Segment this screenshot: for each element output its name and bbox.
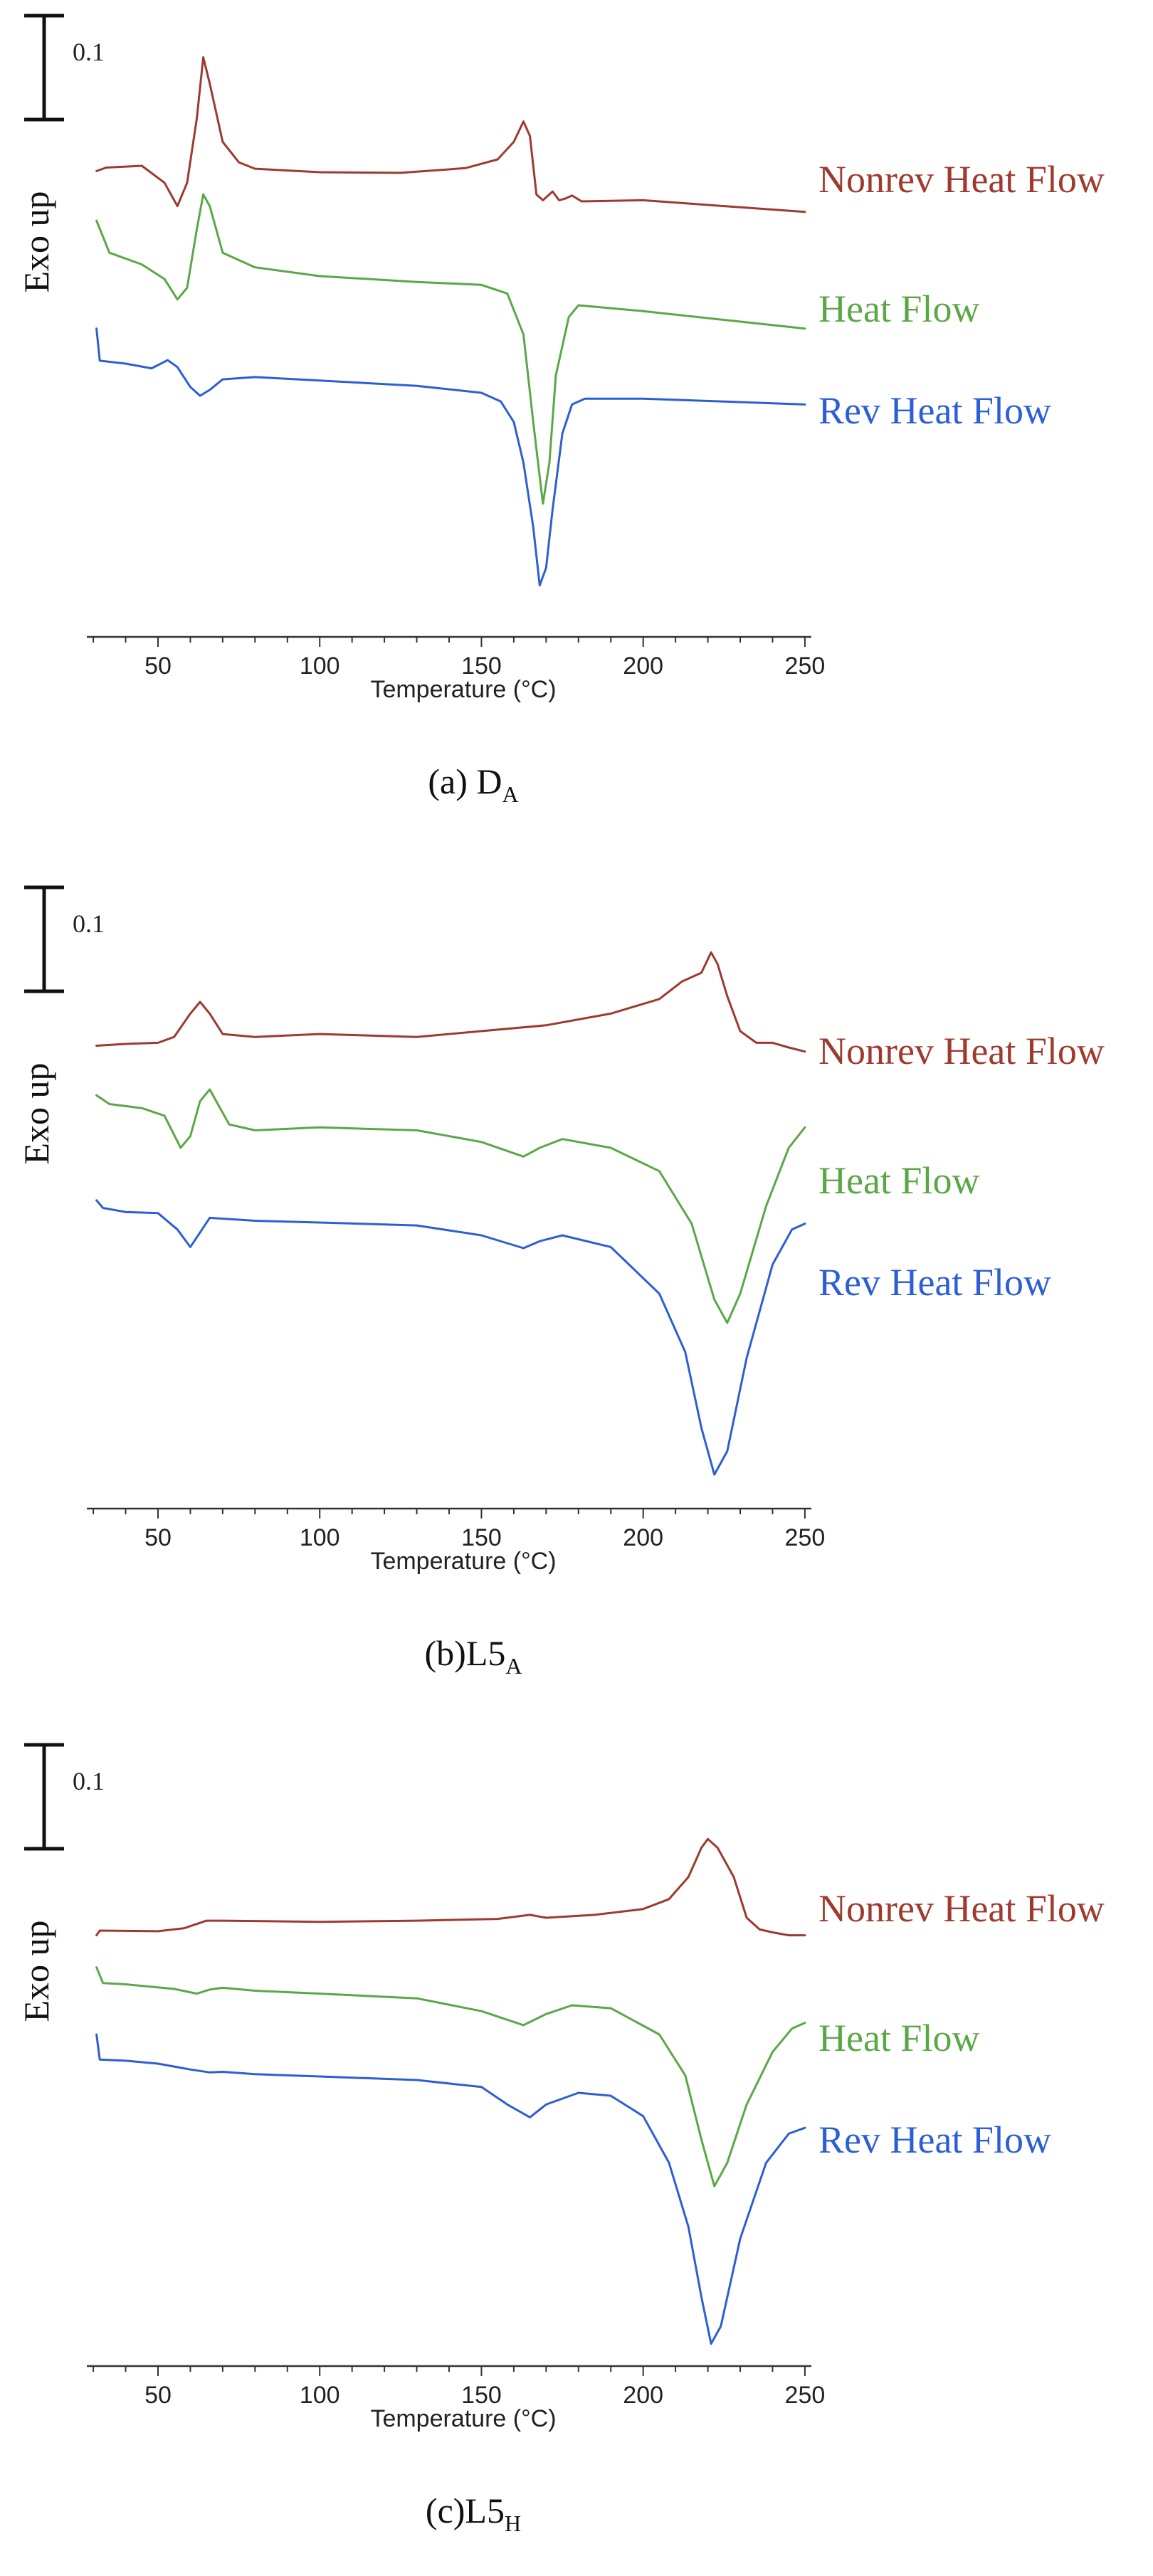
x-axis: 50 100 150 200 250 Temperature (°C) <box>87 1507 826 1575</box>
legend-label-rev-heat-flow: Rev Heat Flow <box>818 389 1051 432</box>
caption-main: (c)L5 <box>426 2491 505 2530</box>
legend-label-rev-heat-flow: Rev Heat Flow <box>818 2118 1051 2161</box>
legend-label-nonrev-heat-flow: Nonrev Heat Flow <box>818 1030 1105 1072</box>
series-line-heat-flow <box>95 1088 806 1324</box>
series-line-heat-flow <box>95 193 806 505</box>
legend-label-heat-flow: Heat Flow <box>818 287 979 330</box>
x-tick-label: 200 <box>623 1524 663 1551</box>
x-axis-label: Temperature (°C) <box>370 2405 556 2432</box>
caption-subscript: A <box>505 1653 522 1679</box>
x-tick-label: 150 <box>461 2382 502 2409</box>
series-line-nonrev-heat-flow <box>95 951 806 1053</box>
y-axis-label: Exo up <box>16 1062 56 1164</box>
x-tick-label: 150 <box>461 1524 502 1551</box>
x-tick-label: 250 <box>785 1524 826 1551</box>
legend-label-nonrev-heat-flow: Nonrev Heat Flow <box>818 158 1105 201</box>
x-tick-label: 200 <box>623 2382 663 2409</box>
x-tick-label: 200 <box>623 653 663 680</box>
x-axis: 50 100 150 200 250 Temperature (°C) <box>87 635 826 703</box>
panel-2: 0.1 Exo up 50 100 150 200 250 Temperature (°C) N… <box>16 885 1105 1679</box>
scale-bar: 0.1 <box>24 1743 105 1851</box>
legend-label-heat-flow: Heat Flow <box>818 2017 979 2059</box>
series-line-nonrev-heat-flow <box>95 56 806 213</box>
x-tick-label: 50 <box>144 1524 172 1551</box>
panel-3: 0.1 Exo up 50 100 150 200 250 Temperature (°C) N… <box>16 1743 1105 2536</box>
legend-label-heat-flow: Heat Flow <box>818 1159 979 1202</box>
x-tick-label: 50 <box>144 653 172 680</box>
y-axis-label: Exo up <box>16 1920 56 2022</box>
panel-caption: (c)L5H <box>426 2491 521 2536</box>
x-tick-label: 100 <box>300 2382 340 2409</box>
caption-main: (b)L5 <box>425 1633 506 1673</box>
caption-subscript: A <box>502 781 519 807</box>
x-axis: 50 100 150 200 250 Temperature (°C) <box>87 2365 826 2432</box>
y-axis-label: Exo up <box>16 191 56 292</box>
x-tick-label: 250 <box>785 2382 826 2409</box>
x-tick-label: 100 <box>300 653 340 680</box>
panel-caption: (b)L5A <box>425 1633 522 1679</box>
legend-label-nonrev-heat-flow: Nonrev Heat Flow <box>818 1887 1105 1930</box>
x-tick-label: 250 <box>785 653 826 680</box>
panel-1: 0.1 Exo up 50 100 150 200 250 Temperature (°C) N… <box>16 14 1105 807</box>
caption-subscript: H <box>505 2511 521 2536</box>
legend-label-rev-heat-flow: Rev Heat Flow <box>818 1261 1051 1304</box>
scale-bar-label: 0.1 <box>73 38 105 66</box>
scale-bar: 0.1 <box>24 14 105 122</box>
scale-bar-label: 0.1 <box>73 909 105 938</box>
x-axis-label: Temperature (°C) <box>370 1548 556 1575</box>
scale-bar: 0.1 <box>24 885 105 993</box>
series-line-heat-flow <box>95 1966 806 2187</box>
caption-main: (a) D <box>428 761 502 801</box>
scale-bar-label: 0.1 <box>73 1767 105 1795</box>
panel-caption: (a) DA <box>428 761 518 807</box>
x-tick-label: 50 <box>144 2382 172 2409</box>
series-line-rev-heat-flow <box>95 2033 806 2345</box>
x-tick-label: 150 <box>461 653 502 680</box>
series-line-nonrev-heat-flow <box>95 1837 806 1937</box>
series-line-rev-heat-flow <box>95 327 806 587</box>
x-axis-label: Temperature (°C) <box>370 676 556 703</box>
x-tick-label: 100 <box>300 1524 340 1551</box>
series-line-rev-heat-flow <box>95 1199 806 1476</box>
